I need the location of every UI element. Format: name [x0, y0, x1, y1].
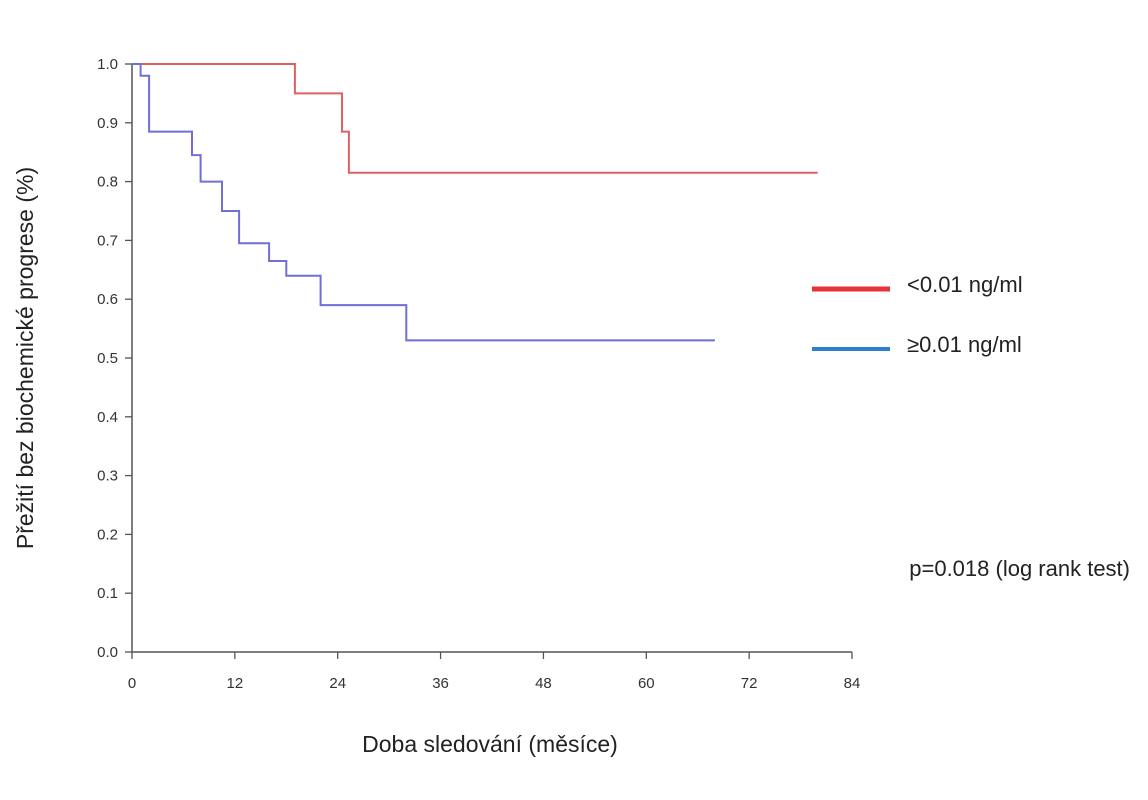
series-line-1 — [132, 63, 818, 174]
x-tick-label: 60 — [638, 675, 655, 692]
x-tick-label: 24 — [329, 675, 346, 692]
legend: <0.01 ng/ml ≥0.01 ng/ml — [812, 272, 1023, 357]
x-tick-label: 72 — [741, 675, 758, 692]
y-tick-label: 0.7 — [97, 232, 118, 249]
x-tick-label: 0 — [128, 675, 136, 692]
series-lines — [132, 63, 818, 342]
x-tick-label: 12 — [227, 675, 244, 692]
legend-label-series-1: <0.01 ng/ml — [907, 272, 1023, 297]
y-tick-label: 0.3 — [97, 468, 118, 485]
y-tick-label: 1.0 — [97, 56, 118, 73]
y-tick-label: 0.4 — [97, 409, 118, 426]
p-value-annotation: p=0.018 (log rank test) — [909, 556, 1130, 581]
y-axis-title: Přežití bez biochemické progrese (%) — [12, 167, 38, 549]
x-tick-label: 48 — [535, 675, 552, 692]
y-tick-label: 0.0 — [97, 644, 118, 661]
y-tick-label: 0.1 — [97, 585, 118, 602]
y-ticks: 0.0 0.1 0.2 0.3 0.4 0.5 0.6 0.7 0.8 0.9 1.0 — [97, 56, 132, 661]
x-axis-title: Doba sledování (měsíce) — [362, 731, 618, 757]
legend-label-series-2: ≥0.01 ng/ml — [907, 332, 1022, 357]
x-tick-label: 36 — [432, 675, 449, 692]
y-tick-label: 0.8 — [97, 174, 118, 191]
y-tick-label: 0.5 — [97, 350, 118, 367]
x-tick-label: 84 — [844, 675, 861, 692]
series-line-2 — [132, 63, 715, 342]
axes — [131, 64, 852, 653]
y-tick-label: 0.6 — [97, 291, 118, 308]
x-ticks: 0 12 24 36 48 60 72 84 — [128, 652, 861, 692]
y-tick-label: 0.2 — [97, 526, 118, 543]
y-tick-label: 0.9 — [97, 115, 118, 132]
